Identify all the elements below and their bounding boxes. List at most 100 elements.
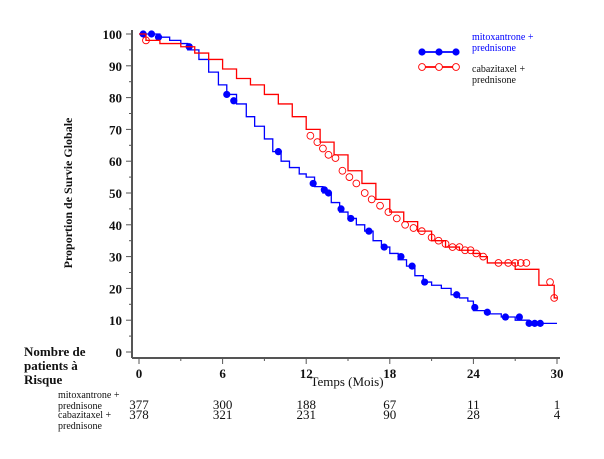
risk-count: 28 — [467, 407, 480, 422]
censor-mark-mitoxantrone — [347, 214, 355, 223]
curve-cabazitaxel — [139, 33, 557, 299]
legend-marker-cabazitaxel — [435, 63, 443, 71]
risk-count: 321 — [213, 407, 233, 422]
censor-mark-mitoxantrone — [471, 303, 479, 312]
censor-mark-mitoxantrone — [337, 205, 345, 213]
censor-mark-cabazitaxel — [455, 243, 464, 251]
censor-mark-cabazitaxel — [367, 195, 376, 204]
censor-mark-mitoxantrone — [309, 179, 317, 188]
legend-marker-mitoxantrone — [418, 48, 426, 56]
censor-mark-cabazitaxel — [360, 189, 369, 197]
legend-marker-mitoxantrone — [435, 48, 443, 56]
x-tick-label: 24 — [467, 366, 481, 381]
censor-mark-cabazitaxel — [441, 240, 450, 248]
censor-mark-cabazitaxel — [461, 246, 469, 255]
x-tick-label: 12 — [300, 366, 313, 381]
legend-marker-cabazitaxel — [418, 63, 426, 71]
legend-label-mitoxantrone: prednisone — [472, 43, 516, 54]
censor-mark-cabazitaxel — [546, 278, 554, 286]
censor-mark-cabazitaxel — [331, 154, 340, 162]
legend-marker-cabazitaxel — [452, 63, 460, 71]
y-tick-label: 30 — [109, 250, 122, 265]
censor-mark-mitoxantrone — [365, 227, 373, 235]
risk-row-label: cabazitaxel + — [58, 410, 111, 421]
legend-label-mitoxantrone: mitoxantrone + — [472, 32, 534, 43]
risk-table-heading: Risque — [24, 372, 63, 387]
legend-label-cabazitaxel: cabazitaxel + — [472, 64, 525, 75]
censor-mark-cabazitaxel — [409, 224, 418, 232]
risk-row-label: prednisone — [58, 401, 102, 412]
risk-count: 377 — [129, 397, 149, 412]
censor-mark-cabazitaxel — [142, 36, 150, 45]
censor-mark-mitoxantrone — [223, 90, 231, 99]
censor-mark-cabazitaxel — [417, 227, 426, 236]
censor-mark-mitoxantrone — [230, 97, 238, 105]
risk-count: 231 — [296, 407, 316, 422]
y-tick-label: 80 — [109, 91, 122, 106]
censor-mark-cabazitaxel — [494, 259, 503, 267]
censor-mark-cabazitaxel — [516, 259, 525, 267]
censor-mark-cabazitaxel — [522, 259, 531, 267]
censor-mark-mitoxantrone — [154, 33, 163, 41]
risk-count: 67 — [383, 397, 397, 412]
censor-mark-mitoxantrone — [380, 243, 388, 251]
censor-mark-mitoxantrone — [421, 278, 429, 286]
curves — [139, 30, 559, 327]
legend-label-cabazitaxel: prednisone — [472, 75, 516, 86]
censor-mark-mitoxantrone — [536, 319, 544, 327]
risk-count: 11 — [467, 397, 480, 412]
risk-row-label: prednisone — [58, 421, 102, 432]
censor-mark-cabazitaxel — [466, 246, 475, 255]
x-tick-label: 30 — [551, 366, 564, 381]
risk-count: 90 — [383, 407, 396, 422]
censor-mark-cabazitaxel — [313, 138, 322, 146]
censor-mark-mitoxantrone — [531, 319, 539, 327]
censor-mark-cabazitaxel — [479, 252, 488, 261]
risk-count: 378 — [129, 407, 149, 422]
censor-mark-mitoxantrone — [274, 148, 282, 156]
censor-mark-cabazitaxel — [352, 179, 361, 188]
censor-mark-mitoxantrone — [515, 313, 523, 321]
censor-mark-cabazitaxel — [376, 201, 384, 210]
y-tick-label: 0 — [116, 345, 123, 360]
censor-mark-cabazitaxel — [472, 249, 481, 258]
axes: 0 10 20 30 40 50 60 70 80 90 100 0 6 12 18 24 30 — [103, 27, 564, 381]
risk-table-heading: patients à — [24, 358, 78, 373]
censor-mark-mitoxantrone — [147, 30, 156, 38]
censor-mark-cabazitaxel — [434, 236, 443, 245]
y-tick-label: 100 — [103, 27, 123, 42]
censor-mark-cabazitaxel — [392, 214, 401, 223]
y-tick-label: 50 — [109, 186, 122, 201]
risk-count: 188 — [296, 397, 316, 412]
legend-marker-mitoxantrone — [452, 48, 460, 56]
y-axis-title: Proportion de Survie Globale — [61, 117, 75, 268]
censor-mark-mitoxantrone — [324, 189, 333, 197]
x-tick-label: 18 — [383, 366, 397, 381]
censor-mark-cabazitaxel — [319, 144, 327, 153]
risk-count: 1 — [554, 397, 561, 412]
censor-mark-cabazitaxel — [427, 233, 436, 242]
censor-mark-mitoxantrone — [483, 308, 491, 316]
censor-mark-cabazitaxel — [345, 173, 354, 181]
censor-mark-mitoxantrone — [525, 319, 533, 327]
censor-mark-mitoxantrone — [408, 262, 416, 270]
risk-count: 300 — [213, 397, 233, 412]
censor-mark-cabazitaxel — [511, 259, 520, 267]
y-tick-label: 40 — [109, 218, 122, 233]
censor-mark-mitoxantrone — [501, 313, 510, 321]
y-tick-label: 60 — [109, 154, 122, 169]
y-tick-label: 20 — [109, 281, 122, 296]
censor-mark-mitoxantrone — [397, 253, 405, 261]
censor-mark-cabazitaxel — [550, 294, 559, 302]
censor-mark-cabazitaxel — [384, 208, 393, 216]
risk-count: 4 — [554, 407, 561, 422]
x-tick-label: 6 — [219, 366, 226, 381]
y-tick-label: 70 — [109, 122, 122, 137]
censor-mark-cabazitaxel — [401, 220, 409, 229]
y-tick-label: 10 — [109, 313, 122, 328]
censor-mark-cabazitaxel — [338, 166, 347, 175]
risk-table-heading: Nombre de — [24, 344, 86, 359]
